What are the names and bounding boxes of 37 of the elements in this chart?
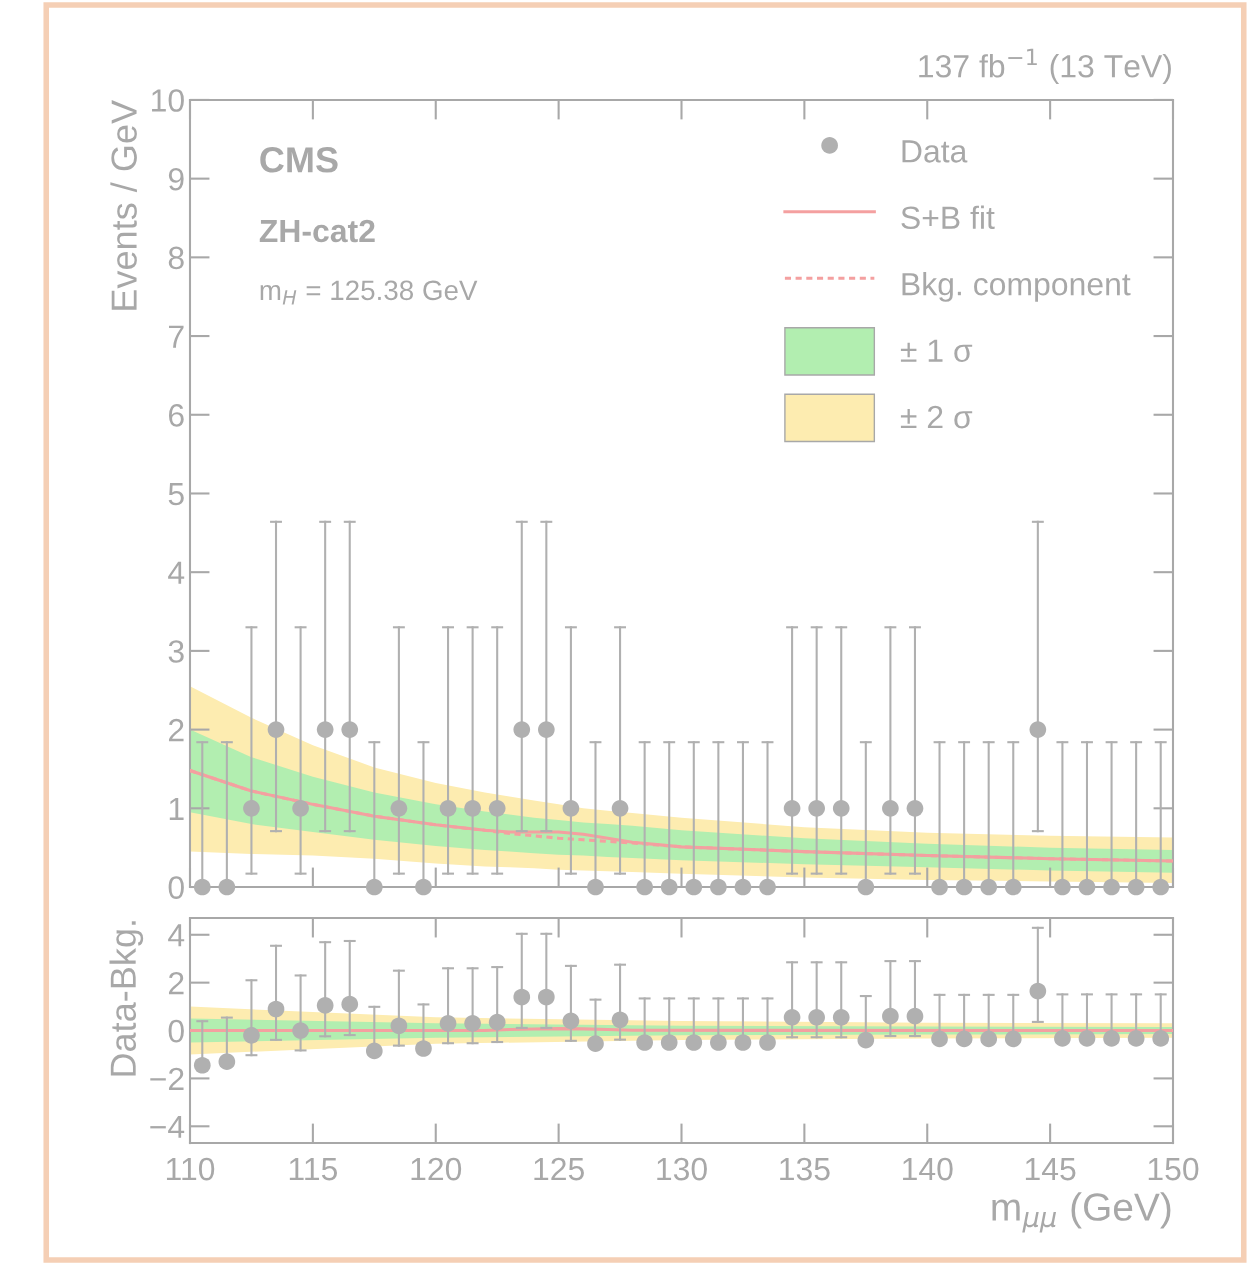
x-tick-label: 145: [1025, 1158, 1076, 1181]
y-axis-title: Data-Bkg.: [109, 921, 144, 1076]
x-tick-label: 115: [289, 1158, 338, 1181]
y-tick-label: 2: [168, 971, 184, 995]
y-tick-label: 9: [168, 167, 184, 191]
x-tick-label: 135: [780, 1157, 830, 1181]
legend-label: S+B fit: [901, 205, 995, 230]
y-tick-label: 5: [168, 483, 184, 506]
y-tick-label: 0: [168, 876, 184, 899]
y-tick-label: 1: [169, 797, 184, 820]
annotation: CMS: [260, 147, 338, 173]
x-tick-label: 130: [657, 1157, 707, 1181]
y-tick-label: −2: [150, 1067, 184, 1090]
annotation: ZH-cat2: [259, 219, 375, 243]
legend-label: Bkg. component: [902, 272, 1131, 302]
annotation: m$_{H}$ = 125.38 GeV: [260, 280, 478, 305]
text: 137 fb$^{−1}$ (13 TeV): [919, 48, 1171, 84]
y-tick-label: 7: [169, 325, 184, 348]
legend-label: ± 1 σ: [900, 339, 973, 362]
y-tick-label: 6: [169, 404, 184, 427]
x-tick-label: 110: [166, 1157, 215, 1181]
legend-label: ± 2 σ: [900, 405, 973, 429]
y-tick-label: 10: [152, 89, 184, 112]
y-tick-label: 4: [168, 924, 185, 947]
y-tick-label: 3: [168, 640, 184, 663]
y-tick-label: 2: [168, 718, 184, 742]
y-tick-label: 8: [168, 246, 184, 270]
y-tick-label: 4: [168, 561, 185, 584]
x-tick-label: 120: [411, 1157, 462, 1181]
y-tick-label: 0: [168, 1019, 184, 1043]
y-tick-label: −4: [150, 1115, 185, 1138]
legend-label: Data: [902, 140, 968, 163]
x-tick-label: 125: [534, 1157, 584, 1181]
y-axis-title: Events / GeV: [110, 100, 137, 310]
x-tick-label: 150: [1148, 1157, 1199, 1181]
x-axis-title: m$_{μμ}$ (GeV): [992, 1192, 1171, 1233]
x-tick-label: 140: [903, 1157, 953, 1181]
